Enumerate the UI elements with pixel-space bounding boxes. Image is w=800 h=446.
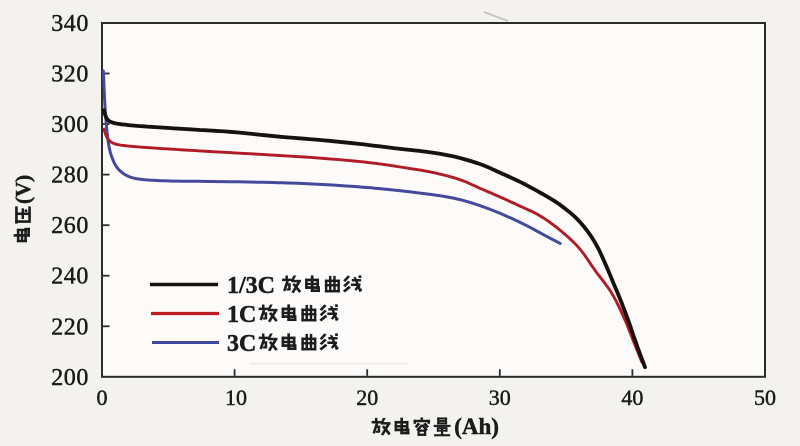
- svg-text:240: 240: [51, 264, 89, 290]
- svg-text:340: 340: [51, 11, 89, 37]
- svg-text:40: 40: [621, 385, 643, 410]
- svg-text:(Ah): (Ah): [454, 414, 499, 439]
- svg-text:20: 20: [356, 385, 378, 410]
- svg-text:200: 200: [51, 365, 89, 391]
- svg-text:30: 30: [489, 385, 511, 410]
- svg-text:(V): (V): [11, 175, 35, 204]
- svg-text:1/3C: 1/3C: [227, 273, 275, 299]
- svg-text:220: 220: [51, 314, 89, 340]
- svg-text:320: 320: [51, 62, 89, 88]
- svg-text:1C: 1C: [227, 302, 256, 328]
- svg-text:260: 260: [51, 213, 89, 239]
- svg-text:0: 0: [97, 385, 108, 410]
- svg-text:280: 280: [51, 163, 89, 189]
- svg-text:10: 10: [225, 385, 247, 410]
- svg-text:50: 50: [754, 385, 776, 410]
- svg-text:3C: 3C: [227, 331, 256, 357]
- svg-text:300: 300: [51, 112, 89, 138]
